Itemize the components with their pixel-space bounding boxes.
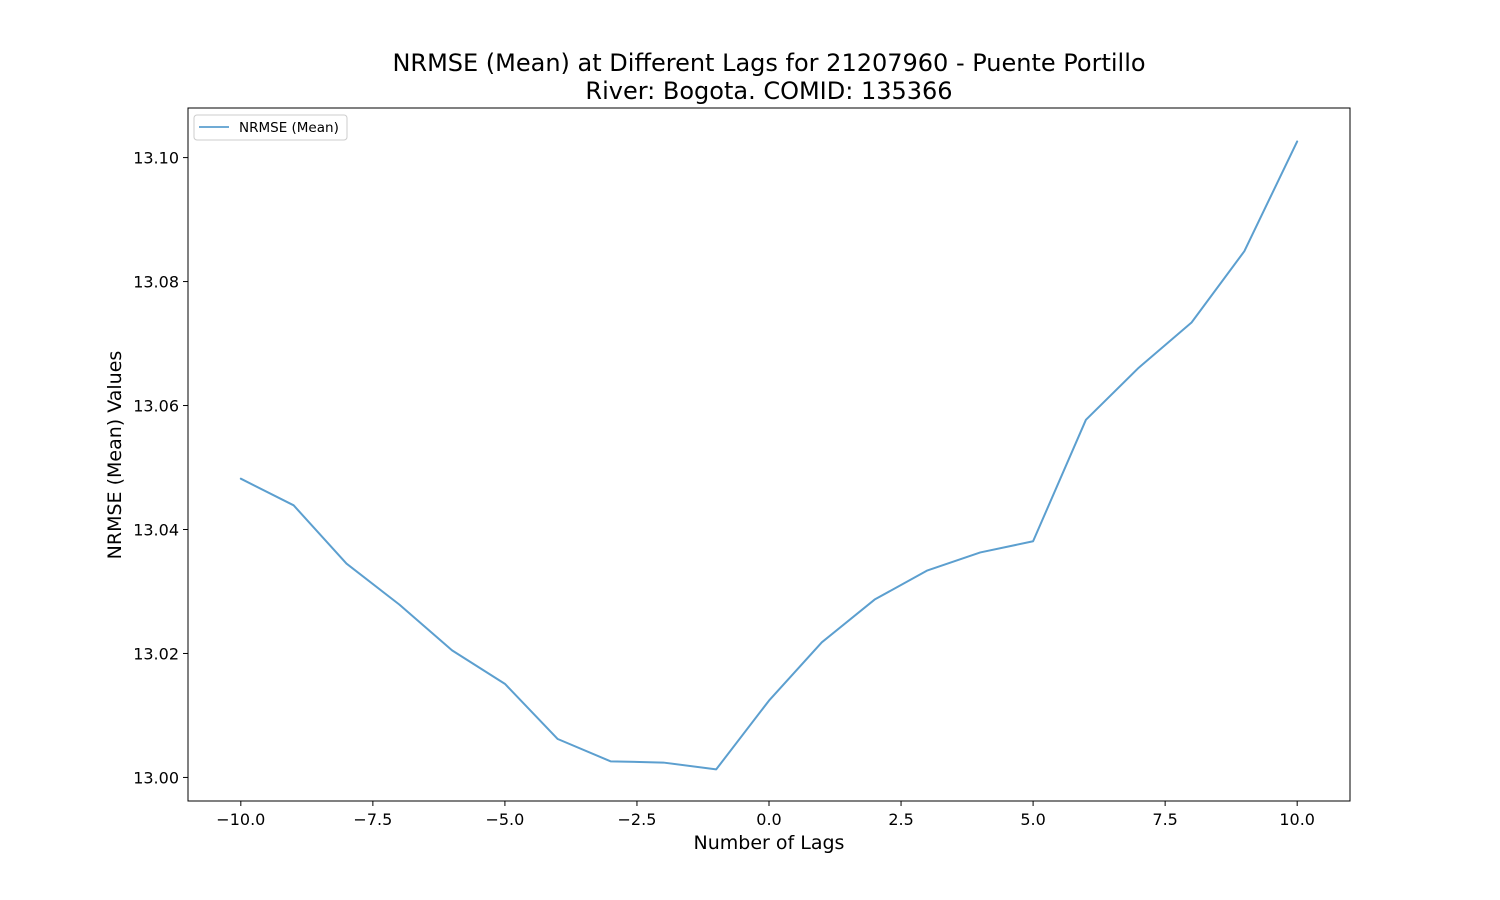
x-axis-ticks: −10.0 −7.5 −5.0 −2.5 0.0 2.5 5.0 7.5 10.0 (216, 801, 1315, 829)
legend: NRMSE (Mean) (193, 114, 348, 141)
y-tick-label: 13.08 (133, 273, 179, 292)
series-layer (239, 140, 1299, 771)
x-tick-label: −10.0 (216, 810, 265, 829)
x-tick-label: 10.0 (1279, 810, 1315, 829)
x-tick-label: 5.0 (1020, 810, 1045, 829)
x-tick-label: −5.0 (485, 810, 524, 829)
y-tick-label: 13.02 (133, 644, 179, 663)
x-tick-label: 7.5 (1152, 810, 1177, 829)
chart-subtitle: River: Bogota. COMID: 135366 (585, 77, 952, 105)
x-tick-label: 2.5 (888, 810, 913, 829)
y-tick-label: 13.04 (133, 521, 179, 540)
y-tick-label: 13.10 (133, 149, 179, 168)
series-line-nrmse-mean (239, 140, 1299, 771)
x-tick-label: −2.5 (618, 810, 657, 829)
y-axis-label: NRMSE (Mean) Values (104, 351, 126, 560)
y-tick-label: 13.00 (133, 768, 179, 787)
legend-entry-label: NRMSE (Mean) (239, 120, 339, 136)
y-axis-ticks: 13.00 13.02 13.04 13.06 13.08 13.10 (133, 149, 188, 787)
x-axis-label: Number of Lags (694, 832, 845, 854)
y-tick-label: 13.06 (133, 397, 179, 416)
chart-title: NRMSE (Mean) at Different Lags for 21207… (392, 49, 1145, 77)
x-tick-label: 0.0 (756, 810, 781, 829)
x-tick-label: −7.5 (353, 810, 392, 829)
legend-frame (193, 114, 348, 141)
